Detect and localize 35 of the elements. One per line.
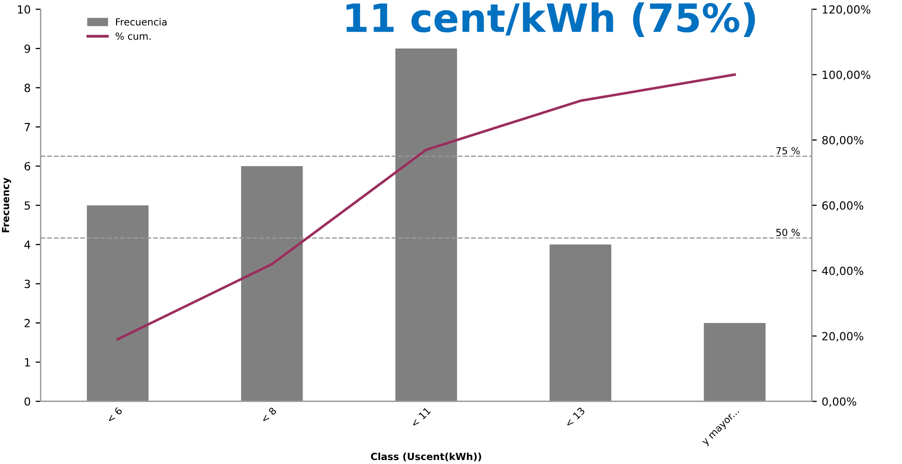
y-tick-label: 6: [24, 162, 30, 170]
y-tick-label: 10: [18, 5, 30, 14]
x-tick-label: < 8: [260, 406, 277, 424]
y-tick-label: 9: [24, 44, 30, 53]
ref-line-label: 50 %: [776, 228, 800, 236]
y-tick-label: 0: [24, 397, 30, 406]
legend-label: % cum.: [116, 32, 150, 40]
y2-tick-label: 0,00%: [822, 397, 856, 407]
bar: [241, 166, 303, 402]
bar: [704, 322, 766, 402]
x-axis-title: Class (Uscent(kWh)): [370, 452, 482, 462]
y-tick-label: 3: [24, 280, 30, 288]
y-tick-label: 8: [24, 84, 30, 92]
y2-tick-label: 100,00%: [822, 70, 870, 80]
x-tick-label: < 13: [564, 406, 586, 428]
y2-tick-label: 120,00%: [822, 5, 870, 15]
ref-line-label: 75 %: [776, 147, 800, 154]
bar: [550, 244, 612, 402]
y2-tick-label: 60,00%: [822, 201, 864, 211]
x-tick-label: < 11: [410, 407, 431, 428]
y2-tick-label: 20,00%: [822, 332, 864, 342]
chart-title: 11 cent/kWh (75%): [346, 2, 755, 37]
y-tick-label: 1: [25, 358, 30, 366]
line-series: [116, 73, 736, 341]
y-tick-label: 5: [24, 201, 30, 210]
x-tick-label: < 6: [106, 406, 123, 424]
y2-tick-label: 40,00%: [822, 266, 864, 276]
y-tick-label: 4: [24, 240, 30, 249]
legend-label: Frecuencia: [116, 18, 167, 26]
y-axis-title: Frecuency: [2, 178, 12, 232]
y-tick-label: 2: [24, 318, 30, 328]
y-tick-label: 7: [24, 123, 30, 132]
y2-tick-label: 80,00%: [822, 136, 864, 146]
bar: [395, 48, 458, 402]
bar: [86, 205, 149, 402]
